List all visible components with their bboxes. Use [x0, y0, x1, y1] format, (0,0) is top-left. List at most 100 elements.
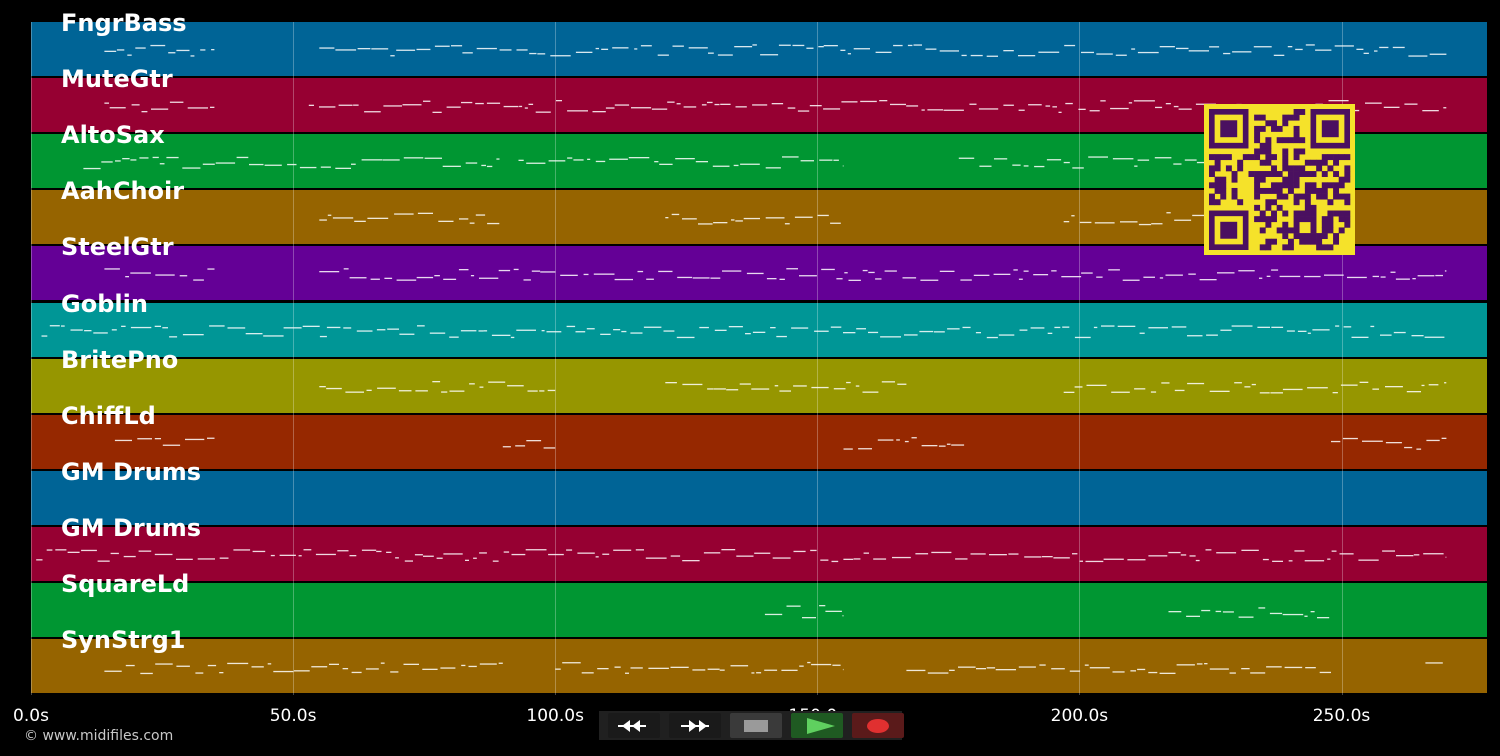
note: [1094, 222, 1115, 224]
note: [663, 330, 675, 332]
note: [154, 553, 173, 556]
note: [404, 560, 413, 562]
note: [403, 157, 424, 159]
note: [1266, 275, 1271, 277]
note: [670, 666, 689, 668]
note: [1294, 550, 1305, 552]
note: [1279, 275, 1301, 278]
note: [1324, 274, 1344, 276]
note: [429, 332, 446, 334]
note: [1165, 103, 1171, 105]
note: [714, 103, 720, 106]
note: [475, 214, 486, 216]
note: [1259, 277, 1263, 279]
note: [667, 101, 675, 103]
note: [387, 328, 399, 330]
note: [476, 47, 497, 50]
fast-forward-button[interactable]: [669, 713, 721, 738]
note: [927, 672, 949, 674]
note: [772, 557, 791, 559]
note: [1241, 549, 1259, 551]
note: [830, 326, 842, 328]
note: [1174, 219, 1192, 221]
stop-button[interactable]: [730, 713, 782, 738]
note: [764, 669, 778, 671]
note: [621, 330, 627, 333]
record-button[interactable]: [852, 713, 904, 738]
note: [708, 52, 714, 54]
note: [470, 275, 475, 277]
note: [989, 554, 1007, 556]
tick-label: 0.0s: [13, 706, 49, 726]
note: [892, 556, 911, 559]
note: [868, 271, 875, 274]
note: [873, 558, 887, 560]
note: [200, 49, 206, 51]
note: [555, 668, 561, 670]
track-name-label: ChiffLd: [61, 402, 156, 430]
note: [84, 330, 92, 332]
note: [166, 156, 179, 159]
note: [152, 156, 159, 159]
note: [1184, 159, 1197, 161]
note: [319, 106, 336, 108]
note: [55, 549, 67, 551]
note: [1176, 664, 1195, 666]
note: [975, 332, 981, 334]
note: [1335, 325, 1340, 327]
note: [879, 100, 888, 102]
note: [714, 329, 727, 331]
fast-forward-icon: [681, 720, 709, 732]
record-icon: [867, 719, 889, 733]
note: [735, 106, 747, 108]
note: [586, 328, 595, 330]
note: [1443, 107, 1447, 109]
note: [1395, 278, 1410, 280]
note: [49, 325, 60, 327]
note: [403, 663, 419, 665]
note: [605, 107, 615, 109]
track-lane: [31, 527, 1487, 581]
track-lane: [31, 415, 1487, 469]
note: [523, 279, 531, 281]
note: [1154, 157, 1172, 159]
note: [843, 558, 854, 560]
note: [1046, 159, 1062, 161]
note: [459, 218, 469, 220]
note: [955, 558, 968, 560]
note: [973, 274, 990, 276]
note: [1444, 270, 1447, 272]
rewind-button[interactable]: [608, 713, 660, 738]
note: [868, 331, 879, 334]
note: [1137, 51, 1159, 54]
note: [1379, 46, 1389, 49]
note: [155, 274, 175, 276]
note: [202, 163, 215, 165]
note: [357, 48, 371, 50]
note: [853, 558, 861, 560]
note: [380, 662, 385, 664]
note: [550, 55, 571, 57]
note: [938, 445, 946, 447]
note: [541, 330, 545, 332]
note: [1148, 671, 1158, 674]
note: [535, 111, 551, 113]
note: [414, 554, 423, 556]
note: [933, 331, 945, 333]
note: [1034, 165, 1045, 168]
note: [902, 277, 917, 279]
note: [528, 103, 534, 105]
play-button[interactable]: [791, 713, 843, 738]
note: [1150, 391, 1157, 393]
note: [326, 326, 341, 329]
note: [169, 336, 178, 338]
note: [1404, 103, 1418, 105]
note: [722, 270, 742, 272]
note: [311, 666, 328, 668]
note: [1241, 668, 1250, 670]
note: [970, 553, 986, 555]
note: [1374, 50, 1378, 52]
note: [601, 48, 609, 50]
note: [1359, 381, 1369, 383]
note: [483, 330, 488, 332]
